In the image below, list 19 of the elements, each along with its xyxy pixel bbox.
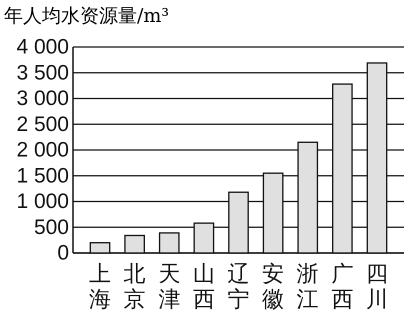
x-tick-label: 广西 xyxy=(331,261,354,312)
y-axis-title: 年人均水资源量/m³ xyxy=(4,5,170,27)
x-tick-label: 山西 xyxy=(192,261,215,312)
y-tick-label: 500 xyxy=(34,216,69,239)
y-tick-label: 4 000 xyxy=(16,36,69,59)
y-tick-label: 2 500 xyxy=(16,112,69,136)
y-tick-label: 2 000 xyxy=(16,138,69,162)
y-tick-label: 3 500 xyxy=(16,61,69,84)
y-tick-label: 0 xyxy=(57,242,69,265)
y-tick-label: 1 000 xyxy=(16,190,69,214)
x-tick-label: 四川 xyxy=(366,261,388,312)
x-tick-label: 浙江 xyxy=(296,261,319,312)
y-tick-label: 1 500 xyxy=(16,164,69,188)
y-tick-label: 3 000 xyxy=(16,87,69,110)
x-tick-label: 天津 xyxy=(158,261,180,312)
x-tick-label: 上海 xyxy=(89,261,112,312)
x-tick-label: 辽宁 xyxy=(228,261,250,312)
x-tick-label: 安徽 xyxy=(262,261,284,312)
x-tick-label: 北京 xyxy=(124,261,146,312)
